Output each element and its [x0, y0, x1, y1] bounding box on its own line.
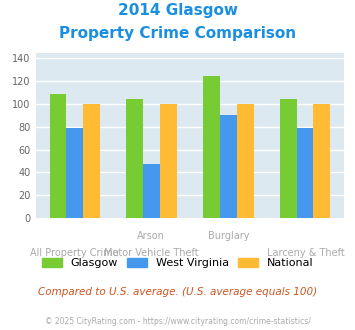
- Bar: [237, 104, 253, 218]
- Text: © 2025 CityRating.com - https://www.cityrating.com/crime-statistics/: © 2025 CityRating.com - https://www.city…: [45, 317, 310, 326]
- Legend: Glasgow, West Virginia, National: Glasgow, West Virginia, National: [37, 253, 318, 273]
- Text: Larceny & Theft: Larceny & Theft: [267, 248, 345, 257]
- Bar: [296, 128, 313, 218]
- Bar: [220, 115, 237, 218]
- Text: 2014 Glasgow: 2014 Glasgow: [118, 3, 237, 18]
- Bar: [126, 99, 143, 218]
- Bar: [203, 76, 220, 218]
- Bar: [50, 94, 66, 218]
- Bar: [160, 104, 177, 218]
- Bar: [83, 104, 100, 218]
- Bar: [66, 128, 83, 218]
- Bar: [143, 164, 160, 218]
- Bar: [313, 104, 330, 218]
- Text: Arson: Arson: [137, 231, 165, 241]
- Text: All Property Crime: All Property Crime: [30, 248, 119, 257]
- Text: Motor Vehicle Theft: Motor Vehicle Theft: [104, 248, 199, 257]
- Text: Compared to U.S. average. (U.S. average equals 100): Compared to U.S. average. (U.S. average …: [38, 287, 317, 297]
- Text: Property Crime Comparison: Property Crime Comparison: [59, 26, 296, 41]
- Text: Burglary: Burglary: [208, 231, 249, 241]
- Bar: [280, 99, 296, 218]
